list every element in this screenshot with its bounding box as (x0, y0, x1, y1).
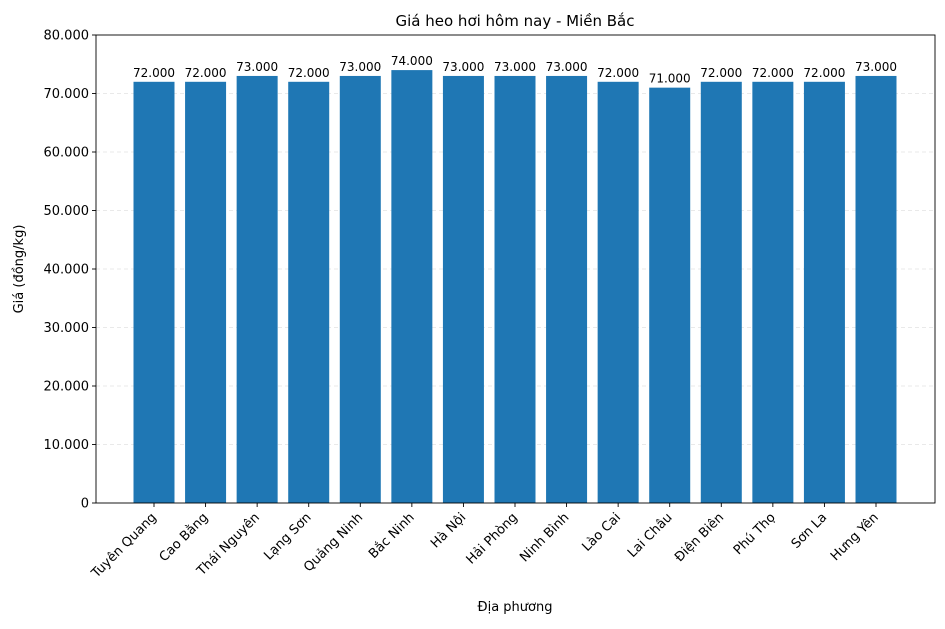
bar (442, 75, 484, 503)
bar (803, 81, 845, 504)
y-tick-label: 70.000 (44, 87, 90, 102)
x-tick-label: Bắc Ninh (366, 510, 418, 562)
bar (597, 81, 639, 504)
bar (700, 81, 742, 504)
x-tick-label: Hưng Yên (828, 510, 882, 564)
data-label: 72.000 (597, 66, 639, 80)
x-axis-label: Địa phương (478, 600, 553, 615)
x-tick-label: Ninh Bình (517, 510, 572, 565)
data-label: 71.000 (649, 72, 691, 86)
data-label: 73.000 (442, 60, 484, 74)
x-tick-label: Lạng Sơn (261, 510, 314, 563)
data-label: 72.000 (700, 66, 742, 80)
x-tick-label: Lào Cai (579, 510, 624, 555)
bar (339, 75, 381, 503)
data-label: 72.000 (803, 66, 845, 80)
bar (133, 81, 175, 504)
x-tick-label: Hà Nội (428, 510, 469, 551)
x-tick-label: Lai Châu (625, 510, 676, 561)
data-label: 72.000 (752, 66, 794, 80)
data-label: 72.000 (133, 66, 175, 80)
data-label: 72.000 (185, 66, 227, 80)
y-tick-label: 50.000 (44, 204, 90, 219)
bar (649, 87, 691, 504)
y-tick-label: 0 (81, 497, 89, 512)
data-label: 73.000 (494, 60, 536, 74)
bar (236, 75, 278, 503)
x-tick-label: Phú Thọ (731, 510, 779, 558)
y-tick-label: 80.000 (44, 29, 90, 44)
data-label: 72.000 (288, 66, 330, 80)
y-axis-label: Giá (đồng/kg) (12, 225, 27, 314)
bar (494, 75, 536, 503)
data-label: 73.000 (339, 60, 381, 74)
y-tick-label: 30.000 (44, 321, 90, 336)
chart-title: Giá heo hơi hôm nay - Miền Bắc (396, 12, 635, 30)
x-tick-label: Điện Biên (672, 510, 727, 565)
data-label: 74.000 (391, 54, 433, 68)
data-label: 73.000 (546, 60, 588, 74)
x-tick-label: Sơn La (789, 510, 831, 552)
y-tick-label: 40.000 (44, 263, 90, 278)
bar (752, 81, 794, 504)
y-tick-label: 20.000 (44, 380, 90, 395)
data-label: 73.000 (236, 60, 278, 74)
bar (288, 81, 330, 504)
data-label: 73.000 (855, 60, 897, 74)
x-tick-label: Hải Phòng (464, 510, 521, 567)
bar (185, 81, 227, 504)
bar (546, 75, 588, 503)
bar (391, 70, 433, 503)
bar (855, 75, 897, 503)
x-tick-label: Cao Bằng (157, 510, 212, 565)
x-tick-label: Tuyên Quang (88, 510, 160, 582)
y-tick-label: 60.000 (44, 146, 90, 161)
y-tick-label: 10.000 (44, 438, 90, 453)
